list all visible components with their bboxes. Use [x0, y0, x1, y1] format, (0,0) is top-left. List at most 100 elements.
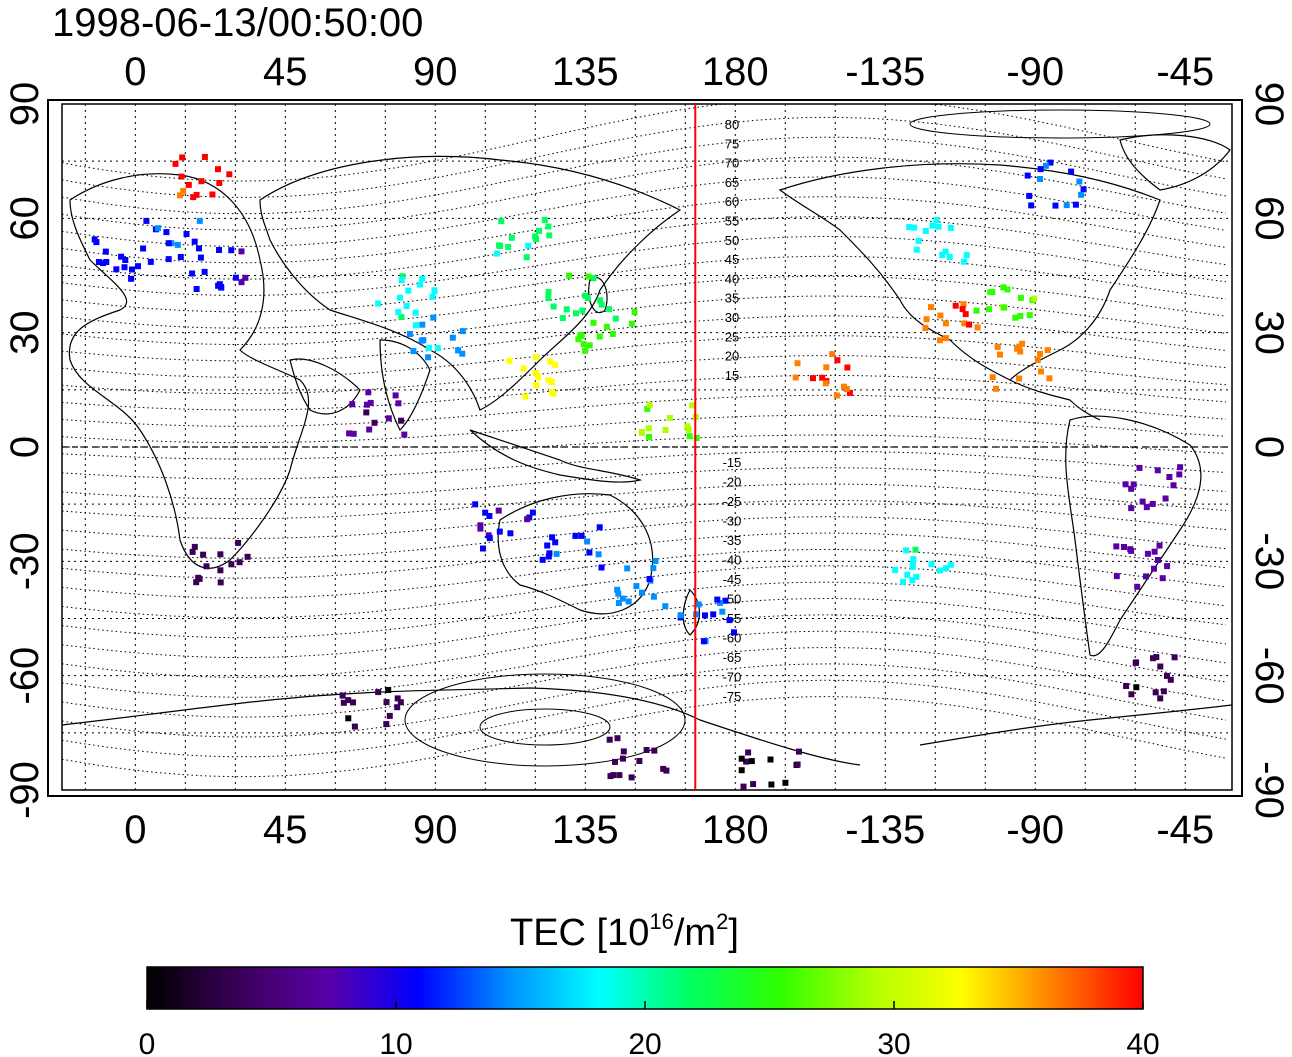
tec-sample — [727, 617, 733, 623]
tec-sample — [459, 351, 465, 357]
tec-sample — [937, 337, 943, 343]
tec-sample — [997, 352, 1003, 358]
tec-sample — [122, 264, 128, 270]
tec-sample — [696, 601, 702, 607]
map-title: 1998-06-13/00:50:00 — [52, 1, 423, 45]
tec-sample — [795, 762, 801, 768]
tec-sample — [632, 309, 638, 315]
tec-sample — [407, 331, 413, 337]
contour-label: -45 — [723, 572, 742, 587]
tec-sample — [607, 737, 613, 743]
tec-sample — [366, 427, 372, 433]
tec-sample — [204, 563, 210, 569]
tec-sample — [597, 524, 603, 530]
tec-sample — [386, 415, 392, 421]
tec-sample — [430, 315, 436, 321]
contour-label: -20 — [723, 475, 742, 490]
tec-sample — [615, 591, 621, 597]
tec-sample — [903, 547, 909, 553]
tec-sample — [196, 245, 202, 251]
tec-sample — [579, 333, 585, 339]
tec-sample — [647, 402, 653, 408]
tec-sample — [129, 267, 135, 273]
tec-sample — [1113, 543, 1119, 549]
tec-sample — [651, 594, 657, 600]
tec-sample — [401, 432, 407, 438]
tec-sample — [974, 308, 980, 314]
tec-sample — [591, 320, 597, 326]
tec-sample — [352, 724, 358, 730]
tec-sample — [741, 784, 747, 790]
tec-sample — [1153, 689, 1159, 695]
top-longitude-axis: 0 45 90 135 180 -135 -90 -45 — [124, 50, 1214, 94]
colorbar-tick-label: 40 — [1126, 1028, 1159, 1057]
tec-sample — [1046, 375, 1052, 381]
tec-sample — [113, 266, 119, 272]
tec-sample — [189, 271, 195, 277]
tec-sample — [505, 244, 511, 250]
tec-sample — [1157, 543, 1163, 549]
contour-label: -40 — [723, 553, 742, 568]
tec-sample — [175, 242, 181, 248]
tec-sample — [584, 539, 590, 545]
tec-sample — [750, 781, 756, 787]
tec-sample — [143, 218, 149, 224]
tec-sample — [404, 303, 410, 309]
tec-sample — [615, 735, 621, 741]
tec-sample — [1068, 169, 1074, 175]
tec-sample — [923, 228, 929, 234]
tec-sample — [629, 321, 635, 327]
tec-sample — [924, 316, 930, 322]
tec-sample — [961, 259, 967, 265]
tec-sample — [1016, 344, 1022, 350]
top-longitude-label: 0 — [124, 50, 146, 94]
tec-sample — [646, 425, 652, 431]
tec-sample — [487, 535, 493, 541]
tec-sample — [435, 345, 441, 351]
tec-sample — [163, 229, 169, 235]
tec-sample — [477, 522, 483, 528]
tec-sample — [937, 313, 943, 319]
tec-sample — [480, 546, 486, 552]
tec-sample — [667, 415, 673, 421]
contour-label: 50 — [725, 233, 739, 248]
contour-label: 30 — [725, 310, 739, 325]
tec-sample — [194, 286, 200, 292]
tec-sample — [995, 344, 1001, 350]
tec-sample — [650, 565, 656, 571]
tec-sample — [604, 324, 610, 330]
left-latitude-label: -90 — [3, 761, 47, 819]
tec-sample — [626, 599, 632, 605]
tec-sample — [197, 218, 203, 224]
left-latitude-axis: 9060300-30-60-90 — [3, 82, 47, 819]
tec-sample — [906, 224, 912, 230]
tec-sample — [1045, 347, 1051, 353]
tec-sample — [1012, 315, 1018, 321]
tec-sample — [987, 289, 993, 295]
tec-sample — [922, 325, 928, 331]
tec-sample — [928, 561, 934, 567]
tec-sample — [186, 182, 192, 188]
tec-sample — [1166, 474, 1172, 480]
tec-sample — [687, 433, 693, 439]
tec-sample — [1081, 186, 1087, 192]
tec-sample — [768, 782, 774, 788]
tec-sample — [542, 217, 548, 223]
tec-sample — [596, 551, 602, 557]
tec-sample — [546, 289, 552, 295]
tec-sample — [1177, 464, 1183, 470]
tec-sample — [383, 721, 389, 727]
tec-sample — [217, 567, 223, 573]
tec-sample — [178, 254, 184, 260]
tec-sample — [397, 295, 403, 301]
tec-sample — [497, 243, 503, 249]
tec-sample — [237, 559, 243, 565]
tec-sample — [1018, 295, 1024, 301]
tec-sample — [405, 288, 411, 294]
tec-sample — [1134, 584, 1140, 590]
tec-sample — [1053, 203, 1059, 209]
tec-sample — [844, 386, 850, 392]
tec-sample — [1140, 499, 1146, 505]
tec-sample — [394, 704, 400, 710]
contour-label: 15 — [725, 368, 739, 383]
